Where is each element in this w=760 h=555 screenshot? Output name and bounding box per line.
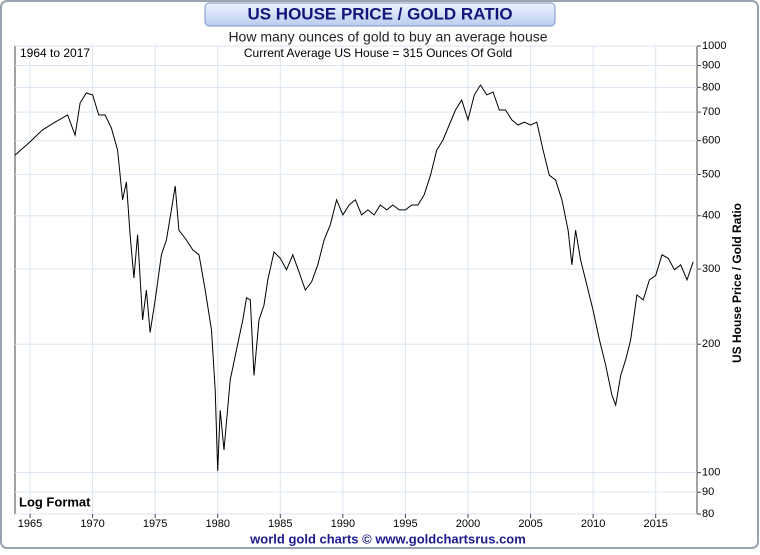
series	[14, 84, 694, 471]
y-tick-label: 400	[702, 210, 720, 222]
y-tick-label: 300	[702, 263, 720, 275]
axes: 80 90 100 200 300 400 500 600 700 800 900 1000 1965 1…	[18, 40, 727, 530]
y-tick-label: 700	[702, 106, 720, 118]
y-axis-label: US House Price / Gold Ratio	[730, 203, 744, 363]
subtitle: How many ounces of gold to buy an averag…	[228, 29, 547, 45]
x-tick-label: 1990	[331, 518, 355, 530]
title-box	[204, 2, 556, 27]
y-tick-label: 100	[702, 467, 720, 479]
y-tick-label: 600	[702, 135, 720, 147]
y-tick-label: 1000	[702, 40, 726, 52]
y-tick-label: 200	[702, 338, 720, 350]
y-tick-label: 500	[702, 168, 720, 180]
y-tick-label: 80	[702, 508, 714, 520]
x-tick-label: 2010	[581, 518, 605, 530]
y-tick-label: 90	[702, 486, 714, 498]
chart-title: US HOUSE PRICE / GOLD RATIO	[247, 4, 512, 23]
x-tick-label: 2005	[518, 518, 542, 530]
x-tick-label: 1975	[143, 518, 167, 530]
x-tick-label: 1995	[393, 518, 417, 530]
note: Current Average US House = 315 Ounces Of…	[244, 46, 512, 60]
y-tick-label: 900	[702, 59, 720, 71]
plot-area	[14, 45, 698, 515]
x-tick-label: 1965	[18, 518, 42, 530]
range-note: 1964 to 2017	[20, 46, 90, 60]
x-tick-label: 1970	[80, 518, 104, 530]
footer: world gold charts © www.goldchartsrus.co…	[249, 531, 526, 546]
x-tick-label: 2015	[643, 518, 667, 530]
x-tick-label: 1980	[205, 518, 229, 530]
x-tick-label: 2000	[456, 518, 480, 530]
x-tick-label: 1985	[268, 518, 292, 530]
scale-note: Log Format	[19, 494, 91, 509]
data-line	[14, 84, 694, 471]
y-tick-label: 800	[702, 81, 720, 93]
